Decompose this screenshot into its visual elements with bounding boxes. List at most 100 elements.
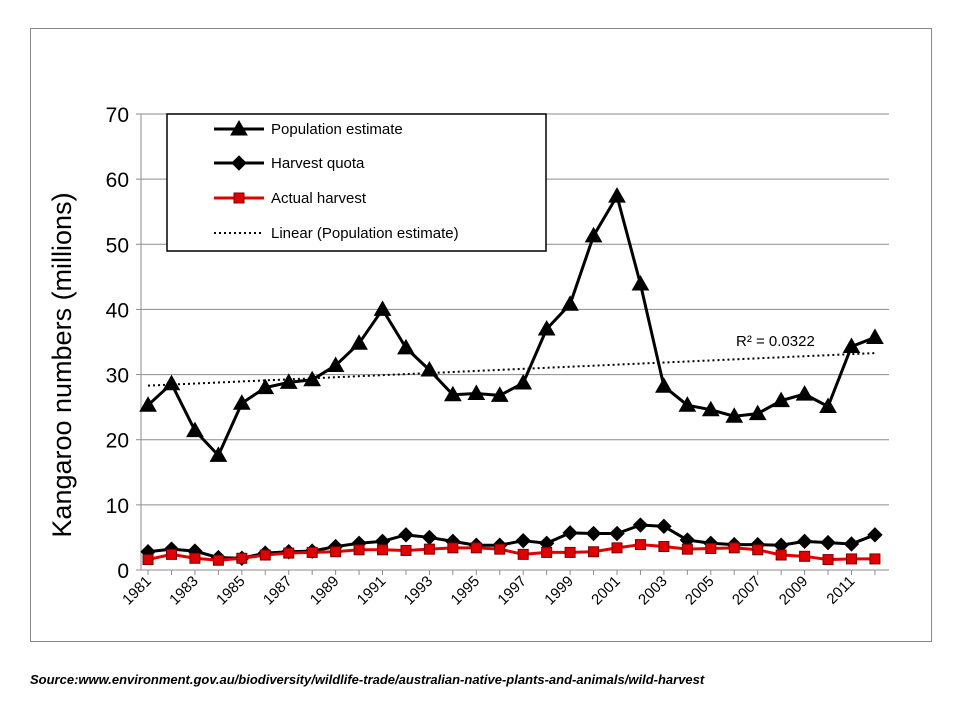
point-population-estimate <box>186 421 204 438</box>
point-actual-harvest <box>212 554 224 566</box>
legend-label: Actual harvest <box>271 190 367 207</box>
point-actual-harvest <box>259 549 271 561</box>
point-harvest-quota <box>796 533 813 550</box>
point-population-estimate <box>748 404 767 421</box>
x-tick-label: 1999 <box>541 573 577 609</box>
point-actual-harvest <box>752 544 764 556</box>
point-population-estimate <box>326 356 345 372</box>
source-note: Source:www.environment.gov.au/biodiversi… <box>30 672 705 687</box>
legend-box <box>166 113 547 252</box>
point-actual-harvest <box>681 543 693 555</box>
point-population-estimate <box>842 337 861 354</box>
point-population-estimate <box>397 338 415 355</box>
point-actual-harvest <box>353 544 365 556</box>
x-tick-label: 2009 <box>776 573 812 609</box>
point-actual-harvest <box>330 546 342 558</box>
x-tick-label: 1985 <box>213 573 249 609</box>
legend-label: Population estimate <box>271 121 403 138</box>
point-actual-harvest <box>822 554 834 566</box>
point-population-estimate <box>561 295 579 311</box>
point-population-estimate <box>209 446 228 462</box>
point-actual-harvest <box>142 554 154 566</box>
point-population-estimate <box>444 385 462 402</box>
x-tick-label: 2003 <box>635 573 671 609</box>
point-harvest-quota <box>867 527 883 543</box>
point-population-estimate <box>701 400 720 417</box>
point-population-estimate <box>819 397 837 413</box>
point-population-estimate <box>631 275 650 291</box>
point-population-estimate <box>467 384 486 400</box>
y-tick-label: 50 <box>106 234 129 257</box>
chart-frame: 0 10 20 30 40 50 60 70 1981 1983 1985 1987 1989 1991 1… <box>30 28 932 642</box>
point-population-estimate <box>303 370 322 387</box>
point-actual-harvest <box>165 548 177 560</box>
point-actual-harvest <box>517 548 529 560</box>
point-population-estimate <box>608 187 626 203</box>
point-population-estimate <box>256 378 275 395</box>
y-tick-label: 60 <box>106 169 129 192</box>
x-tick-label: 2005 <box>682 573 718 609</box>
point-population-estimate <box>514 374 533 390</box>
x-tick-label: 1987 <box>260 573 296 609</box>
point-population-estimate <box>279 373 298 389</box>
point-harvest-quota <box>515 532 531 549</box>
point-population-estimate <box>350 334 368 350</box>
point-population-estimate <box>866 328 884 344</box>
point-population-estimate <box>678 396 697 412</box>
legend-marker <box>231 155 247 171</box>
x-tick-label: 1991 <box>354 573 390 609</box>
point-actual-harvest <box>869 553 881 565</box>
point-population-estimate <box>373 300 392 316</box>
point-population-estimate <box>232 394 251 410</box>
point-actual-harvest <box>470 542 482 554</box>
legend-label: Linear (Population estimate) <box>271 225 459 242</box>
point-actual-harvest <box>845 553 857 565</box>
point-population-estimate <box>537 319 556 336</box>
point-actual-harvest <box>423 543 435 555</box>
y-tick-label: 70 <box>106 104 129 127</box>
legend-marker <box>233 192 245 204</box>
legend-label: Harvest quota <box>271 155 365 172</box>
x-tick-label: 2011 <box>823 573 858 608</box>
y-tick-label: 20 <box>106 430 129 453</box>
point-actual-harvest <box>611 542 623 554</box>
point-harvest-quota <box>843 536 860 552</box>
point-actual-harvest <box>306 546 318 558</box>
x-tick-label: 1995 <box>448 573 484 609</box>
point-actual-harvest <box>705 543 717 555</box>
y-tick-label: 10 <box>106 495 129 518</box>
r-squared-label: R² = 0.0322 <box>736 333 815 350</box>
point-actual-harvest <box>775 549 787 561</box>
y-tick-label: 30 <box>106 365 129 388</box>
point-population-estimate <box>795 385 814 401</box>
x-tick-label: 2001 <box>588 573 624 609</box>
trendline <box>147 352 875 387</box>
y-tick-label: 40 <box>106 299 129 322</box>
legend-marker <box>230 119 248 136</box>
x-tick-label: 1997 <box>494 573 530 609</box>
y-axis-title: Kangaroo numbers (millions) <box>47 192 77 537</box>
point-population-estimate <box>725 407 744 423</box>
point-actual-harvest <box>799 550 811 562</box>
point-harvest-quota <box>820 534 836 551</box>
point-population-estimate <box>584 226 603 243</box>
point-actual-harvest <box>588 546 600 558</box>
point-actual-harvest <box>541 546 553 558</box>
point-harvest-quota <box>632 517 649 533</box>
point-harvest-quota <box>562 525 578 541</box>
x-tick-label: 2007 <box>729 573 765 609</box>
point-actual-harvest <box>377 544 389 556</box>
x-tick-label: 1993 <box>401 573 437 609</box>
point-actual-harvest <box>634 539 646 551</box>
point-actual-harvest <box>283 547 295 559</box>
point-population-estimate <box>420 361 439 377</box>
point-harvest-quota <box>585 525 602 542</box>
point-harvest-quota <box>398 527 414 543</box>
point-population-estimate <box>490 386 509 402</box>
point-actual-harvest <box>236 552 248 564</box>
point-actual-harvest <box>728 542 740 554</box>
point-population-estimate <box>139 396 157 412</box>
point-actual-harvest <box>564 546 576 558</box>
point-population-estimate <box>772 391 790 408</box>
